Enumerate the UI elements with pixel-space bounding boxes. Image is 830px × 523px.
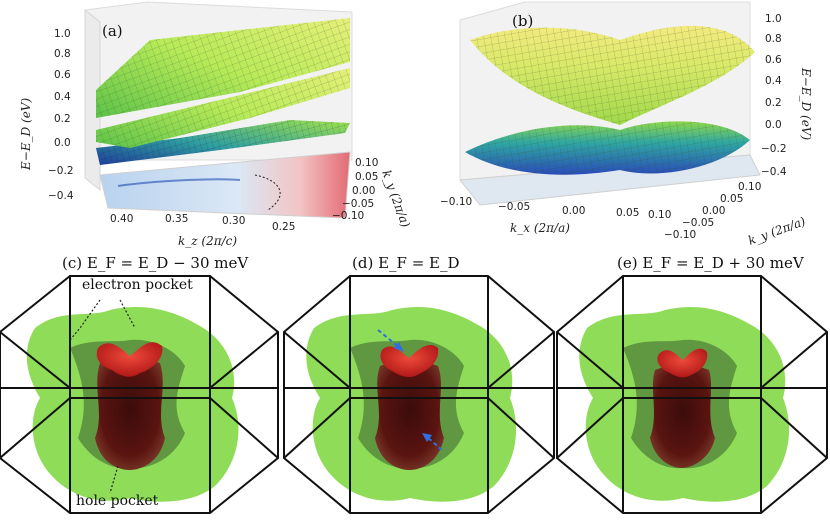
z-tick: 0.2 xyxy=(54,113,71,125)
hole-pocket-label: hole pocket xyxy=(76,493,159,509)
z-tick: 0.6 xyxy=(54,69,71,81)
ky-tick: 0.10 xyxy=(355,157,378,169)
panel-a-label: (a) xyxy=(102,22,123,40)
z-tick: −0.4 xyxy=(761,166,787,178)
kz-tick: 0.30 xyxy=(222,215,245,227)
z-tick: 0.4 xyxy=(765,75,782,87)
ky-axis-label: k_y (2π/a) xyxy=(746,214,807,248)
z-tick: 0.8 xyxy=(765,33,782,45)
ky-tick: 0.10 xyxy=(738,181,761,193)
ky-tick: −0.10 xyxy=(332,210,364,222)
kx-tick: 0.00 xyxy=(562,205,585,217)
kx-tick: 0.10 xyxy=(648,209,671,221)
z-tick: −0.2 xyxy=(761,143,787,155)
panel-e-title: (e) E_F = E_D + 30 meV xyxy=(617,254,805,272)
kx-axis-ticks: −0.10 −0.05 0.00 0.05 0.10 xyxy=(440,196,671,221)
fermi-surface-e: (e) E_F = E_D + 30 meV xyxy=(556,254,828,514)
z-tick: 0.0 xyxy=(765,119,782,131)
arrow-icon xyxy=(377,329,401,349)
z-tick: 0.0 xyxy=(54,137,71,149)
fermi-surface-c: (c) E_F = E_D − 30 meV electron pocket h… xyxy=(0,254,279,514)
ky-tick: 0.05 xyxy=(720,193,743,205)
hole-pocket xyxy=(95,359,165,470)
hole-pocket-leader xyxy=(109,465,119,494)
electron-pocket-leader xyxy=(69,299,101,341)
z-tick: 0.4 xyxy=(54,91,71,103)
z-tick: −0.4 xyxy=(48,190,74,202)
fermi-surface-d: (d) E_F = E_D xyxy=(283,254,555,514)
z-axis-ticks: 1.0 0.8 0.6 0.4 0.2 0.0 −0.2 −0.4 xyxy=(48,28,74,202)
panel-d: (d) E_F = E_D xyxy=(282,248,557,523)
ky-tick: −0.05 xyxy=(342,198,374,210)
ky-tick: −0.10 xyxy=(664,229,696,241)
dirac-point-arrows xyxy=(377,329,443,451)
panel-c-title: (c) E_F = E_D − 30 meV xyxy=(62,254,249,272)
ky-tick: 0.00 xyxy=(352,185,375,197)
panel-e: (e) E_F = E_D + 30 meV xyxy=(555,248,830,523)
floor-contour-map xyxy=(99,151,351,219)
brillouin-zone xyxy=(0,275,279,514)
ky-axis-ticks: 0.10 0.05 0.00 −0.05 −0.10 xyxy=(332,157,378,222)
z-tick: 0.2 xyxy=(765,97,782,109)
z-tick: 0.6 xyxy=(765,54,782,66)
panel-b: 1.0 0.8 0.6 0.4 0.2 0.0 −0.2 −0.4 E−E_D … xyxy=(420,0,830,250)
kz-tick: 0.25 xyxy=(272,221,295,233)
z-axis-label: E−E_D (eV) xyxy=(799,67,813,140)
panel-c: (c) E_F = E_D − 30 meV electron pocket h… xyxy=(0,248,280,523)
kx-tick: 0.05 xyxy=(616,207,639,219)
floor-contour-dotted xyxy=(254,174,281,211)
brillouin-zone xyxy=(556,275,828,514)
kx-tick: −0.10 xyxy=(440,196,472,208)
z-tick: 0.8 xyxy=(54,48,71,60)
brillouin-zone xyxy=(283,275,555,514)
floor-contour xyxy=(117,178,241,187)
z-tick: 1.0 xyxy=(765,13,782,25)
kz-axis-ticks: 0.40 0.35 0.30 0.25 xyxy=(110,213,295,233)
kx-tick: −0.05 xyxy=(498,201,530,213)
kz-tick: 0.35 xyxy=(165,213,188,225)
z-axis-ticks: 1.0 0.8 0.6 0.4 0.2 0.0 −0.2 −0.4 xyxy=(761,13,787,178)
ky-tick: 0.00 xyxy=(702,205,725,217)
hole-pocket xyxy=(650,365,715,468)
hole-pocket-top xyxy=(380,345,439,378)
hole-pocket xyxy=(375,361,444,470)
ky-axis-label: k_y (2π/a) xyxy=(379,168,413,229)
kz-tick: 0.40 xyxy=(110,213,133,225)
hole-pocket-top xyxy=(657,348,708,378)
ky-axis-ticks: 0.10 0.05 0.00 −0.05 −0.10 xyxy=(664,181,761,241)
side-pane xyxy=(84,8,101,192)
electron-pocket-label: electron pocket xyxy=(82,277,193,293)
kz-axis-label: k_z (2π/c) xyxy=(178,234,237,248)
hole-pocket-top xyxy=(96,342,163,377)
z-tick: −0.2 xyxy=(48,165,74,177)
ky-tick: 0.05 xyxy=(355,171,378,183)
panel-b-3d-plot: 1.0 0.8 0.6 0.4 0.2 0.0 −0.2 −0.4 E−E_D … xyxy=(440,1,813,248)
panel-b-label: (b) xyxy=(512,12,533,30)
z-tick: 1.0 xyxy=(54,28,71,40)
z-axis-label: E−E_D (eV) xyxy=(19,98,33,171)
kx-axis-label: k_x (2π/a) xyxy=(510,221,570,235)
ky-tick: −0.05 xyxy=(682,217,714,229)
panel-a-3d-plot: 1.0 0.8 0.6 0.4 0.2 0.0 −0.2 −0.4 E−E_D … xyxy=(19,1,413,248)
panel-a: 1.0 0.8 0.6 0.4 0.2 0.0 −0.2 −0.4 E−E_D … xyxy=(0,0,420,250)
panel-d-title: (d) E_F = E_D xyxy=(352,254,460,272)
